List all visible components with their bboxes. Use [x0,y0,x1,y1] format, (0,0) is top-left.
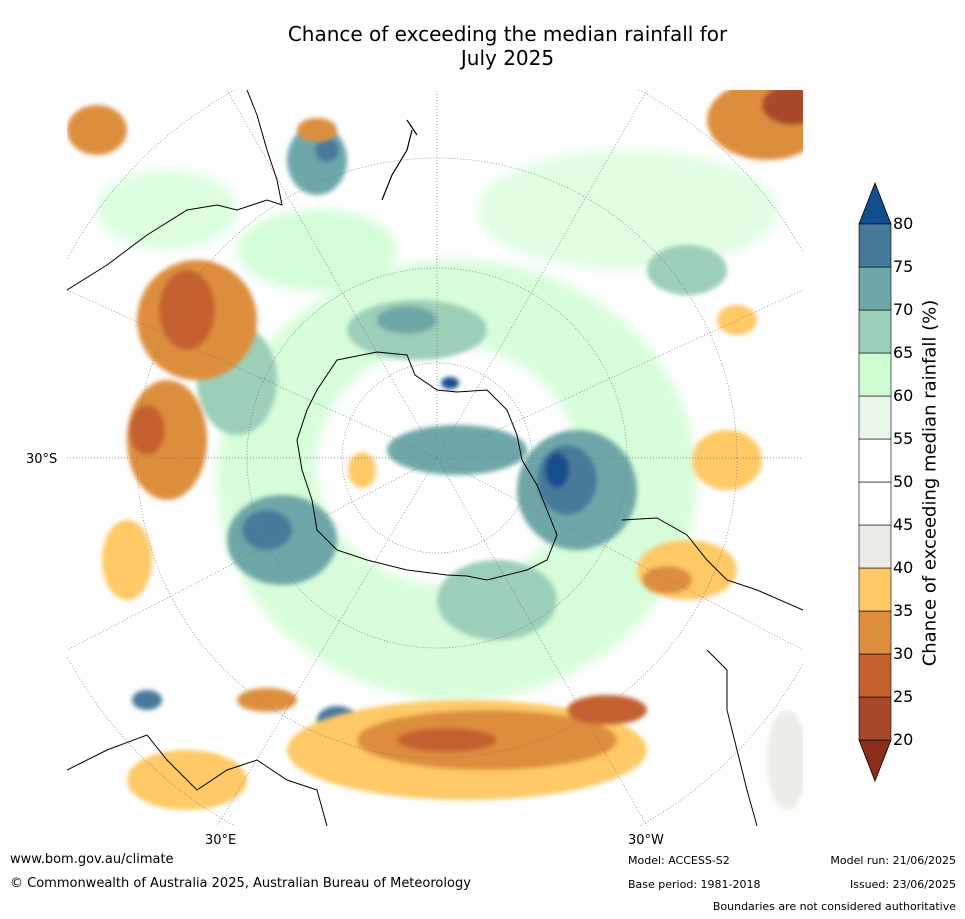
colorbar-tick-label: 65 [893,343,914,362]
map-title: Chance of exceeding the median rainfall … [200,22,815,70]
colorbar-band [858,610,892,655]
colorbar-band [858,266,892,311]
footer-url[interactable]: www.bom.gov.au/climate [10,852,174,867]
footer-model: Model: ACCESS-S2 [628,854,730,867]
colorbar-tick-label: 30 [893,644,914,663]
footer-issued: Issued: 23/06/2025 [849,878,956,891]
footer-model-run: Model run: 21/06/2025 [830,854,956,867]
colorbar-tick-label: 75 [893,257,914,276]
colorbar-band [858,696,892,741]
colorbar-title: Chance of exceeding median rainfall (%) [919,299,941,667]
map-canvas [67,90,803,826]
rainfall-map [67,90,803,826]
africa-coast [67,734,328,826]
title-line-1: Chance of exceeding the median rainfall … [287,22,728,46]
colorbar-tick-label: 55 [893,429,914,448]
colorbar-tick-label: 40 [893,558,914,577]
colorbar-band [858,395,892,440]
colorbar-band [858,438,892,483]
colorbar-tick-label: 50 [893,472,914,491]
colorbar-tick-label: 70 [893,300,914,319]
lon-label-30w: 30°W [628,833,664,848]
colorbar-tick-label: 45 [893,515,914,534]
footer-base-period: Base period: 1981-2018 [628,878,761,891]
colorbar-band [858,567,892,612]
title-line-2: July 2025 [460,46,555,70]
lon-label-30e: 30°E [205,833,237,848]
colorbar-tick-label: 25 [893,687,914,706]
colorbar-max-extension [858,182,892,225]
colorbar [858,182,892,782]
colorbar-tick-label: 35 [893,601,914,620]
antarctica-outline [296,351,558,581]
colorbar-band [858,524,892,569]
colorbar-band [858,309,892,354]
graticule [67,90,803,826]
colorbar-band [858,653,892,698]
colorbar-band [858,352,892,397]
colorbar-band [858,223,892,268]
colorbar-tick-label: 20 [893,730,914,749]
south-america-coast [621,517,803,826]
colorbar-tick-label: 80 [893,214,914,233]
colorbar-band [858,481,892,526]
colorbar-tick-label: 60 [893,386,914,405]
colorbar-bands [858,182,892,782]
footer-disclaimer: Boundaries are not considered authoritat… [712,900,956,913]
green-ring-anomaly [97,150,777,700]
dry-anomaly-patches [67,90,803,810]
lat-label-30s: 30°S [26,452,58,467]
australia-coast [67,90,283,291]
footer-copyright: © Commonwealth of Australia 2025, Austra… [10,876,471,891]
colorbar-min-extension [858,739,892,782]
new-zealand-coast [381,119,418,201]
